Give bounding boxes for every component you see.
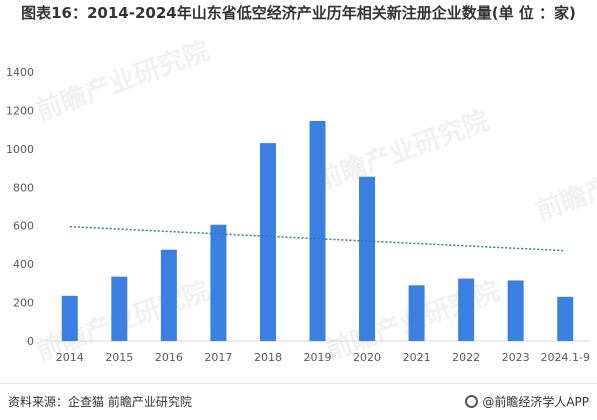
x-tick-label: 2014	[56, 351, 84, 364]
bar	[359, 176, 376, 341]
footer-divider	[0, 383, 597, 384]
chart-title: 图表16：2014-2024年山东省低空经济产业历年相关新注册企业数量(单 位 …	[21, 4, 576, 22]
x-tick-label: 2017	[204, 351, 232, 364]
bar	[557, 296, 574, 341]
x-tick-label: 2019	[304, 351, 332, 364]
y-tick-label: 400	[13, 258, 34, 271]
bar	[259, 143, 276, 341]
bar	[111, 276, 128, 341]
x-tick-label: 2021	[403, 351, 431, 364]
bar	[458, 278, 475, 341]
x-tick-label: 2022	[452, 351, 480, 364]
x-tick-label: 2020	[353, 351, 381, 364]
y-tick-label: 1200	[6, 104, 34, 117]
app-credit: @前瞻经济学人APP	[465, 393, 589, 410]
footer: 资料来源：企查猫 前瞻产业研究院 @前瞻经济学人APP	[8, 393, 589, 411]
bar	[210, 224, 227, 341]
x-tick-label: 2015	[105, 351, 133, 364]
watermark-text: 前瞻产业研究院	[312, 105, 494, 196]
y-tick-label: 600	[13, 220, 34, 233]
y-tick-label: 1000	[6, 143, 34, 156]
bar	[309, 120, 326, 341]
bar	[408, 285, 425, 341]
y-tick-label: 200	[13, 297, 34, 310]
x-tick-label: 2018	[254, 351, 282, 364]
source-note: 资料来源：企查猫 前瞻产业研究院	[8, 395, 192, 409]
bar	[507, 280, 524, 341]
app-logo-icon	[465, 395, 479, 408]
y-tick-label: 1400	[6, 66, 34, 79]
trend-line	[69, 225, 566, 252]
y-tick-label: 0	[27, 335, 34, 348]
bar	[61, 295, 78, 341]
x-tick-label: 2023	[502, 351, 530, 364]
x-tick-label: 2016	[155, 351, 183, 364]
app-credit-text: @前瞻经济学人APP	[482, 395, 589, 409]
bar	[160, 249, 177, 341]
watermark-text: 前瞻产业研究院	[32, 35, 214, 126]
y-tick-label: 800	[13, 181, 34, 194]
watermark-text: 前瞻产业研究院	[532, 135, 597, 226]
x-tick-label: 2024.1-9	[540, 351, 589, 364]
